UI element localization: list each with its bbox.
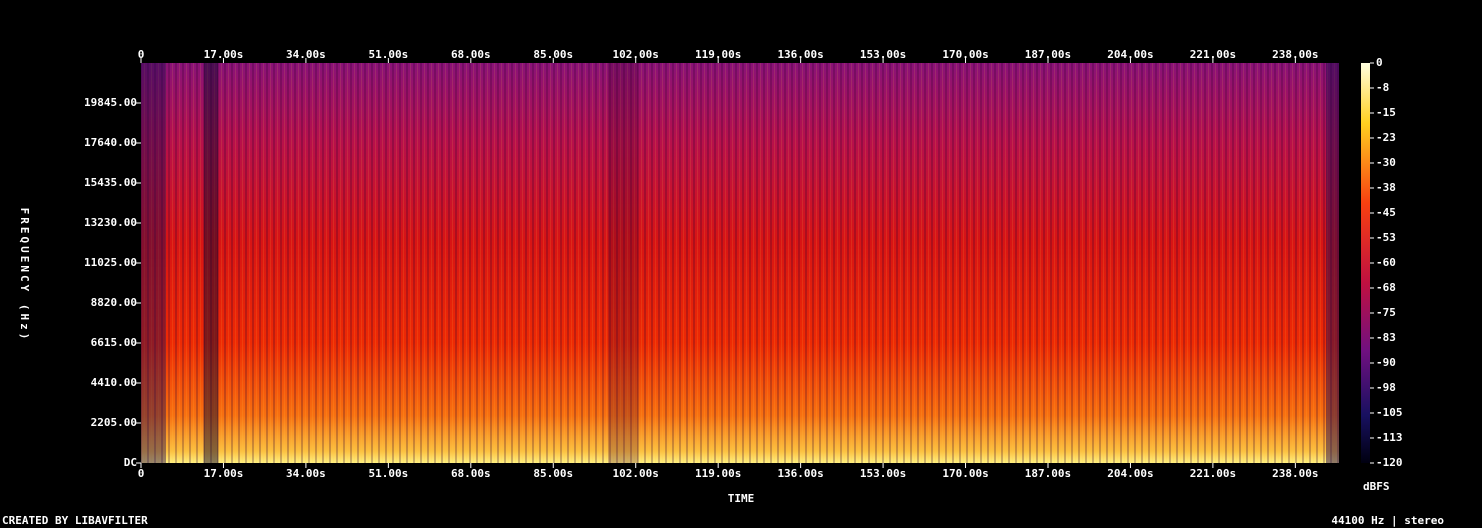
- colorbar-tick-label: -98: [1376, 381, 1396, 394]
- y-tick-label: 2205.00: [91, 416, 137, 429]
- x-tick-label: 204.00s: [1107, 48, 1153, 61]
- colorbar-tick-label: -23: [1376, 131, 1396, 144]
- y-tick-label: 4410.00: [91, 376, 137, 389]
- colorbar-tick-label: -8: [1376, 81, 1389, 94]
- x-tick-label: 187.00s: [1025, 467, 1071, 480]
- x-tick-label: 0: [138, 467, 145, 480]
- colorbar-tick-label: -60: [1376, 256, 1396, 269]
- spectrogram-texture: [1326, 63, 1339, 463]
- y-tick-label: 6615.00: [91, 336, 137, 349]
- colorbar-label: dBFS: [1363, 480, 1390, 493]
- y-tick-label: 8820.00: [91, 296, 137, 309]
- x-axis-label: TIME: [728, 492, 755, 505]
- colorbar-tick-label: -113: [1376, 431, 1403, 444]
- colorbar-tick-label: -45: [1376, 206, 1396, 219]
- colorbar-tick-label: -15: [1376, 106, 1396, 119]
- footer-right: 44100 Hz | stereo: [1331, 514, 1444, 527]
- colorbar-tick-label: 0: [1376, 56, 1383, 69]
- colorbar-tick-label: -68: [1376, 281, 1396, 294]
- x-tick-label: 136.00s: [777, 467, 823, 480]
- x-tick-label: 153.00s: [860, 467, 906, 480]
- colorbar-tick-label: -90: [1376, 356, 1396, 369]
- x-tick-label: 238.00s: [1272, 48, 1318, 61]
- x-tick-label: 221.00s: [1190, 48, 1236, 61]
- colorbar-tick-label: -30: [1376, 156, 1396, 169]
- spectrogram-texture: [608, 63, 638, 463]
- x-tick-label: 34.00s: [286, 48, 326, 61]
- x-tick-label: 17.00s: [204, 467, 244, 480]
- spectrogram-texture: [204, 63, 218, 463]
- x-tick-label: 85.00s: [533, 48, 573, 61]
- x-tick-label: 119.00s: [695, 467, 741, 480]
- x-tick-label: 85.00s: [533, 467, 573, 480]
- spectrogram-texture: [141, 63, 166, 463]
- colorbar-tick-label: -38: [1376, 181, 1396, 194]
- x-tick-label: 51.00s: [368, 467, 408, 480]
- spectrogram-texture: [141, 63, 1339, 463]
- x-tick-label: 153.00s: [860, 48, 906, 61]
- y-tick-label: 19845.00: [84, 96, 137, 109]
- x-tick-label: 102.00s: [613, 467, 659, 480]
- x-tick-label: 102.00s: [613, 48, 659, 61]
- x-tick-label: 136.00s: [777, 48, 823, 61]
- x-tick-label: 34.00s: [286, 467, 326, 480]
- x-tick-label: 17.00s: [204, 48, 244, 61]
- x-tick-label: 68.00s: [451, 48, 491, 61]
- y-axis-label: FREQUENCY (Hz): [18, 208, 31, 343]
- y-tick-label: 15435.00: [84, 176, 137, 189]
- colorbar-tick-label: -83: [1376, 331, 1396, 344]
- x-tick-label: 51.00s: [368, 48, 408, 61]
- x-tick-label: 170.00s: [942, 467, 988, 480]
- x-tick-label: 221.00s: [1190, 467, 1236, 480]
- y-tick-label: 13230.00: [84, 216, 137, 229]
- x-tick-label: 119.00s: [695, 48, 741, 61]
- colorbar: [1361, 63, 1370, 463]
- colorbar-tick-label: -120: [1376, 456, 1403, 469]
- y-tick-label: 17640.00: [84, 136, 137, 149]
- x-tick-label: 238.00s: [1272, 467, 1318, 480]
- colorbar-tick-label: -105: [1376, 406, 1403, 419]
- x-tick-label: 68.00s: [451, 467, 491, 480]
- x-tick-label: 204.00s: [1107, 467, 1153, 480]
- x-tick-label: 187.00s: [1025, 48, 1071, 61]
- colorbar-tick-label: -53: [1376, 231, 1396, 244]
- x-tick-label: 0: [138, 48, 145, 61]
- y-tick-label: DC: [124, 456, 137, 469]
- colorbar-tick-label: -75: [1376, 306, 1396, 319]
- footer-left: CREATED BY LIBAVFILTER: [2, 514, 148, 527]
- x-tick-label: 170.00s: [942, 48, 988, 61]
- y-tick-label: 11025.00: [84, 256, 137, 269]
